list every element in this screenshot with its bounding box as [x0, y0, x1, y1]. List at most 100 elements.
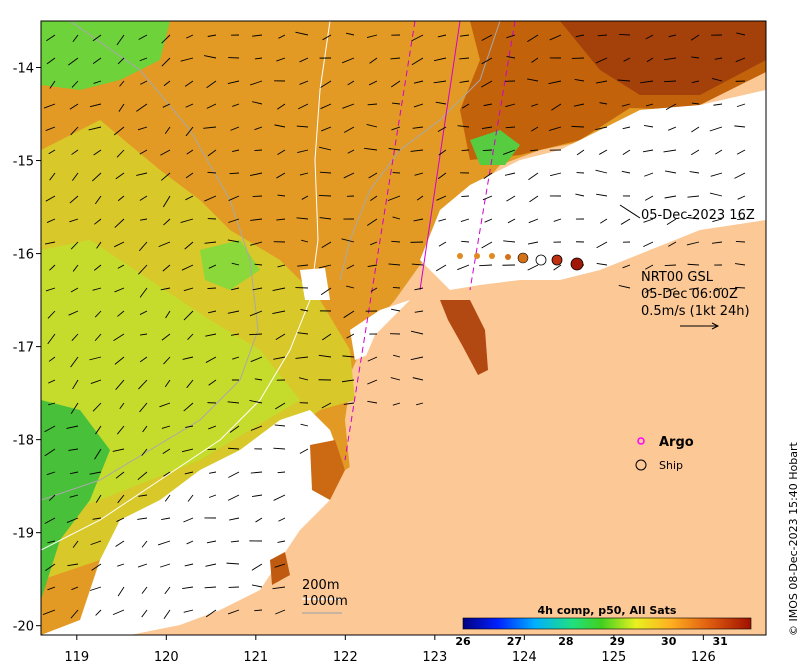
observation-markers	[457, 252, 584, 271]
current-vector	[254, 263, 263, 266]
current-vector	[113, 333, 125, 342]
current-vector	[254, 126, 263, 131]
current-vector	[416, 402, 424, 406]
current-vector	[249, 310, 263, 317]
current-vector	[502, 149, 516, 155]
current-vector	[527, 78, 539, 82]
current-vector	[232, 149, 240, 152]
current-vector	[388, 263, 401, 266]
current-vector	[165, 310, 171, 319]
current-vector	[735, 57, 746, 63]
current-vector	[250, 471, 263, 474]
current-vector	[436, 264, 447, 272]
current-vector	[691, 80, 700, 84]
current-vector	[140, 80, 148, 85]
current-vector	[183, 310, 194, 321]
current-vector	[162, 103, 171, 108]
current-scale-label: 0.5m/s (1kt 24h)	[641, 304, 750, 319]
current-vector	[621, 103, 631, 107]
current-vector	[157, 540, 171, 546]
x-tick-label: 126	[691, 650, 716, 665]
current-vector	[368, 80, 378, 86]
current-vector	[623, 57, 631, 62]
current-vector	[482, 195, 493, 201]
current-vector	[573, 103, 585, 107]
current-vector	[549, 34, 562, 41]
current-vector	[164, 494, 171, 502]
current-vector	[645, 264, 654, 270]
current-vector	[392, 286, 401, 289]
current-vector	[227, 239, 240, 243]
current-vector	[437, 172, 447, 180]
current-vector	[299, 57, 309, 63]
current-vector	[187, 333, 194, 340]
current-vector	[342, 103, 355, 109]
current-vector	[231, 262, 240, 266]
current-vector	[709, 192, 723, 197]
current-vector	[507, 218, 516, 224]
current-vector	[139, 310, 148, 315]
current-vector	[69, 195, 79, 204]
current-vector	[504, 172, 516, 176]
current-vector	[137, 563, 148, 568]
current-vector	[416, 195, 424, 201]
current-vector	[370, 195, 378, 202]
current-vector	[44, 448, 56, 457]
current-vector	[160, 287, 171, 291]
current-vector	[163, 80, 171, 87]
current-vector	[138, 379, 148, 390]
current-vector	[596, 263, 608, 266]
current-vector	[181, 264, 194, 271]
current-vector	[299, 448, 309, 454]
x-tick-label: 120	[154, 650, 179, 665]
current-vector	[277, 103, 286, 110]
current-vector	[229, 172, 240, 175]
current-vector	[391, 240, 401, 243]
current-vector	[341, 238, 355, 243]
sst-coastal-spot	[270, 552, 290, 585]
current-vector	[597, 34, 608, 37]
current-vector	[112, 609, 125, 616]
current-vector	[207, 448, 217, 450]
current-vector	[319, 171, 332, 174]
current-vector	[527, 241, 539, 245]
current-vector	[297, 332, 309, 335]
sst-king-sound	[440, 300, 488, 375]
current-vector	[438, 218, 447, 222]
current-vector	[457, 264, 470, 271]
current-vector	[90, 540, 102, 546]
current-vector	[414, 310, 424, 313]
current-vector	[255, 517, 263, 523]
current-vector	[320, 103, 332, 110]
current-vector	[207, 287, 217, 290]
x-tick-label: 124	[512, 650, 537, 665]
current-vector	[114, 218, 125, 228]
current-vector	[617, 79, 631, 82]
current-vector	[576, 149, 585, 156]
current-vector	[49, 264, 56, 271]
colorbar-tick-label: 28	[558, 635, 573, 648]
current-vector	[272, 586, 286, 590]
current-vector	[116, 34, 125, 46]
current-vector	[159, 402, 171, 408]
satellite-track-1	[344, 21, 416, 461]
current-vector	[643, 241, 654, 248]
current-vector	[690, 34, 700, 41]
current-vector	[94, 195, 102, 205]
current-vector	[184, 471, 194, 475]
colorbar-tick-label: 29	[610, 635, 625, 648]
current-vector	[226, 562, 240, 565]
satellite-track-3	[469, 21, 516, 291]
current-vector	[208, 471, 217, 474]
current-vector	[92, 287, 102, 291]
current-vector	[92, 402, 102, 412]
current-vector	[391, 126, 401, 131]
obs-marker	[489, 253, 495, 259]
current-vector	[506, 34, 516, 39]
current-vector	[89, 471, 102, 475]
current-vector	[343, 402, 355, 405]
current-vector	[347, 80, 355, 86]
current-vector	[553, 264, 562, 271]
current-vector	[138, 494, 148, 497]
current-vector	[712, 218, 723, 223]
